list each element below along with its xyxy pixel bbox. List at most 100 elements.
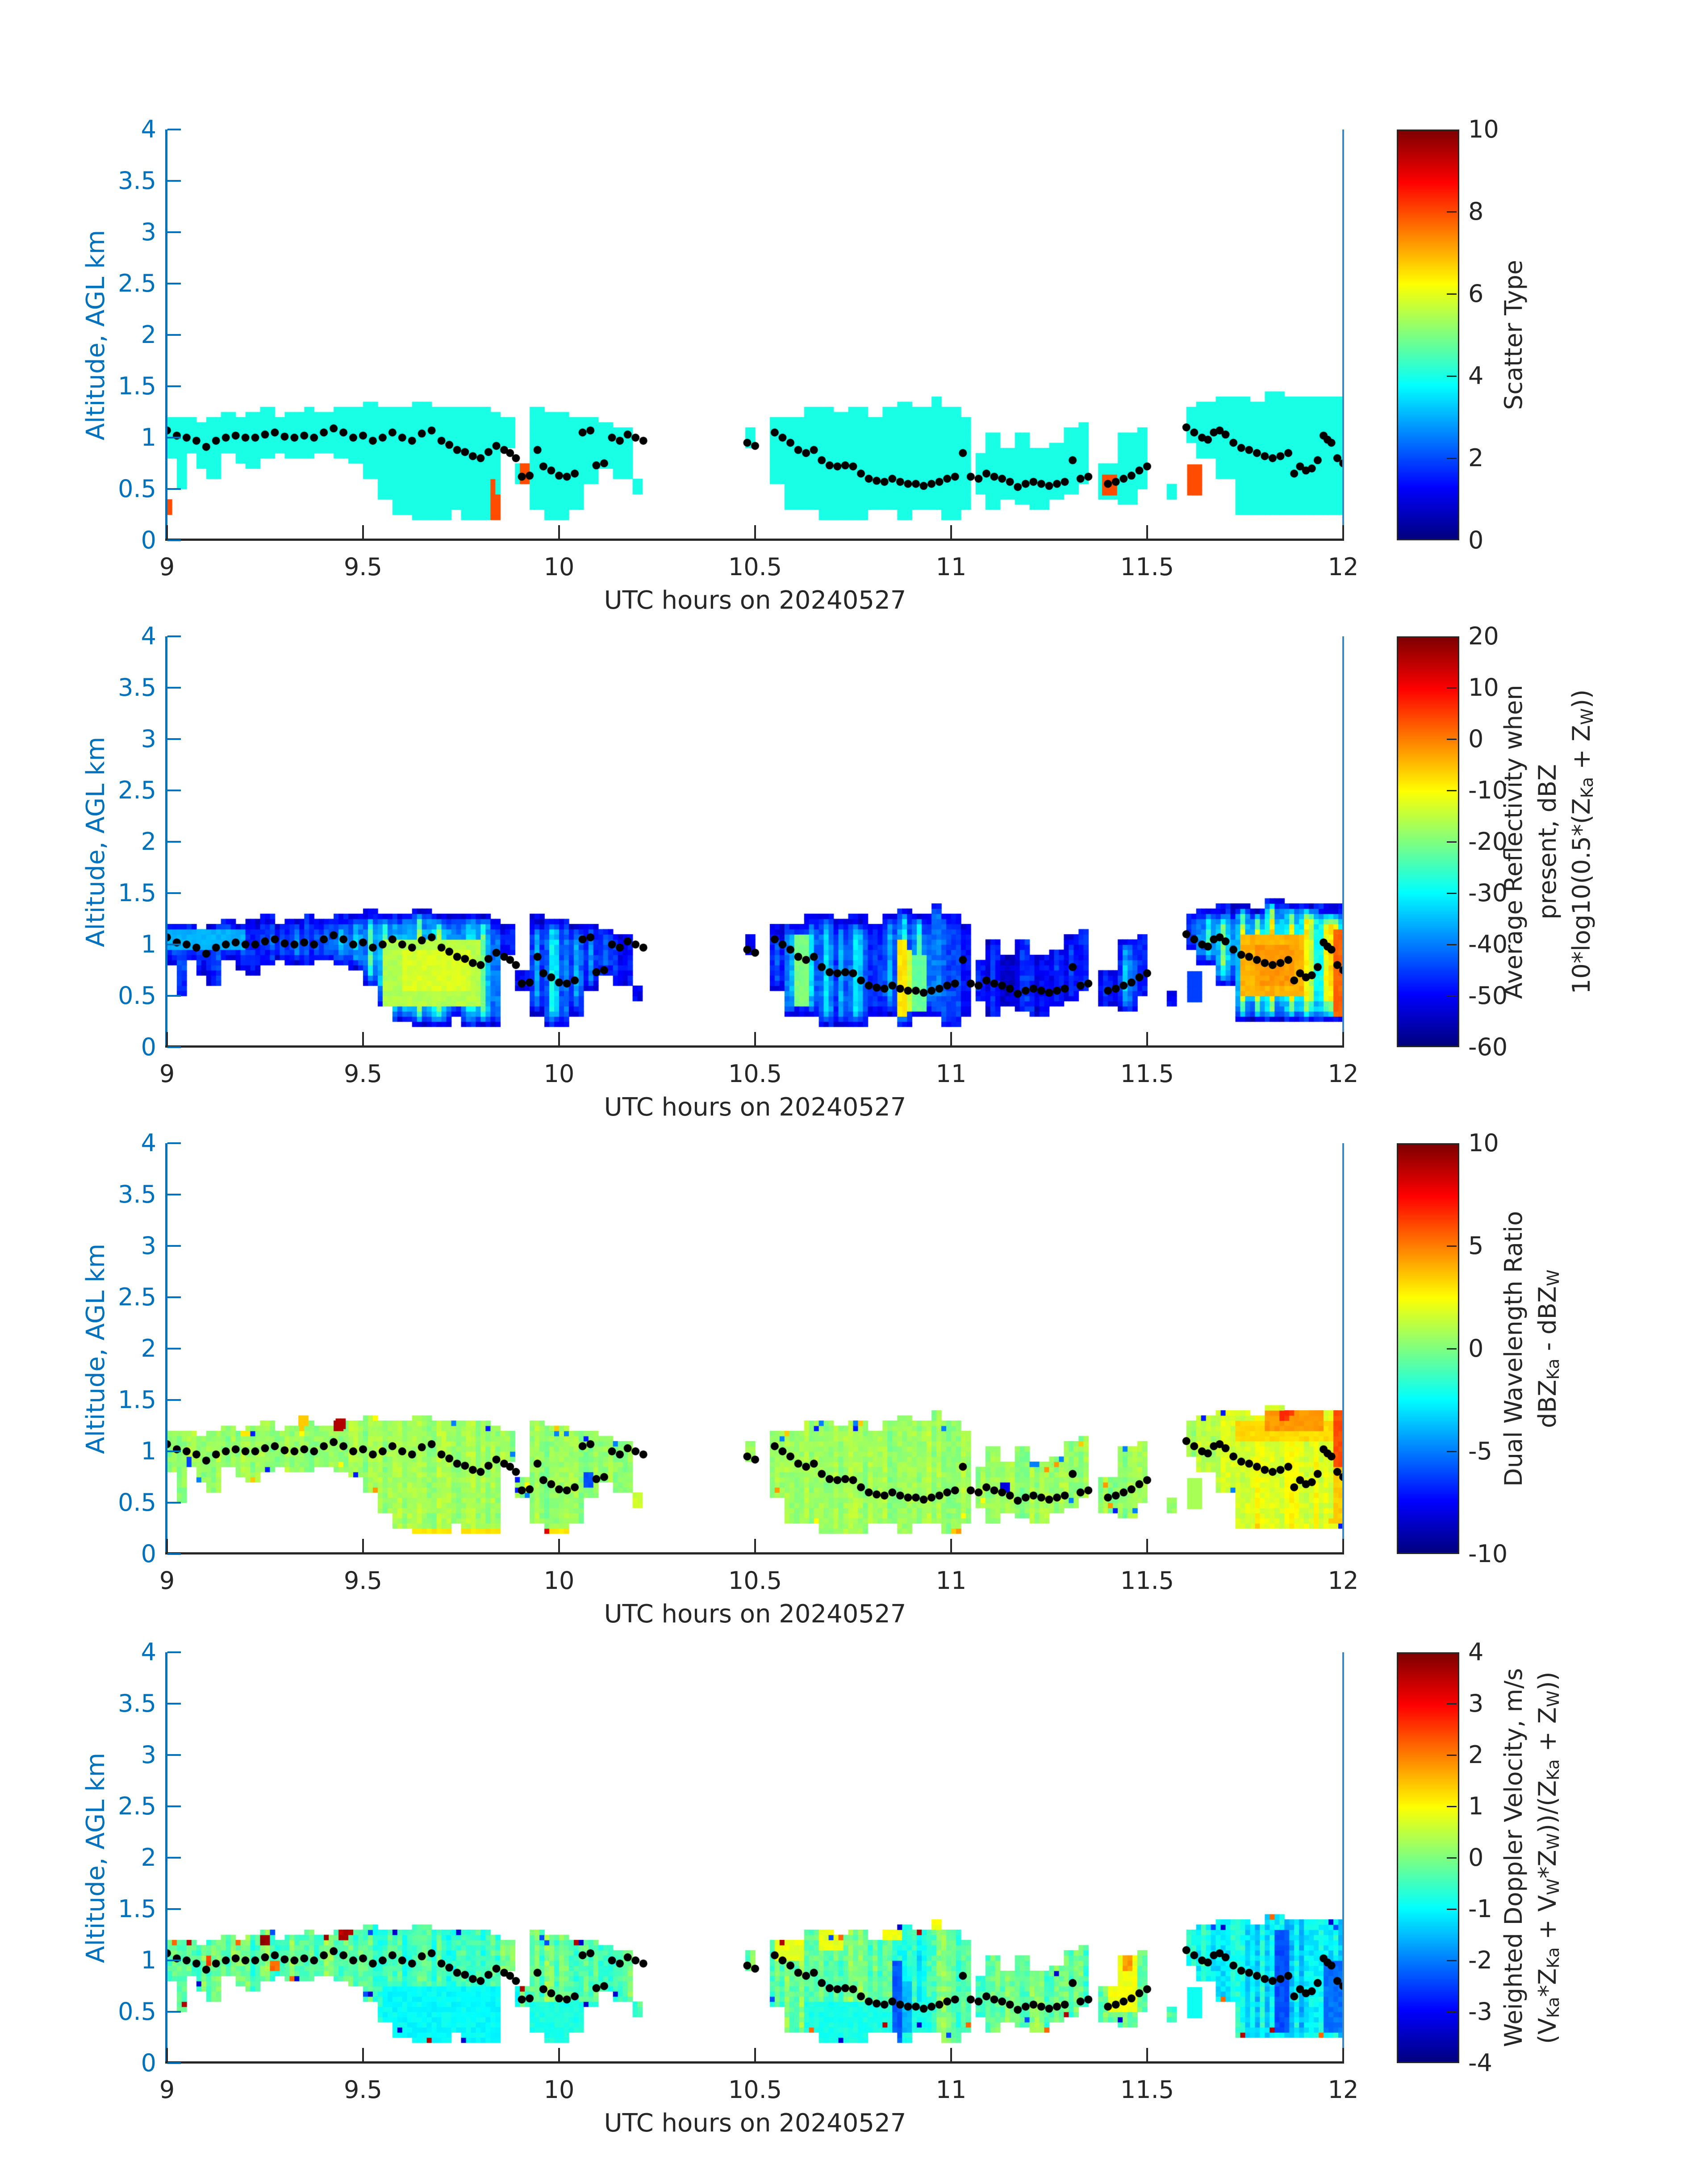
colorbar-tick-label: -40	[1468, 930, 1508, 958]
colorbar-tick-label: -30	[1468, 879, 1508, 907]
y-tick	[167, 687, 181, 689]
colorbar-dual-wavelength-ratio	[1397, 1143, 1459, 1554]
y-tick-label: 1.5	[118, 879, 156, 907]
y-tick	[167, 180, 181, 182]
x-tick-label: 11	[935, 1060, 967, 1088]
y-tick	[167, 1908, 181, 1910]
y-tick-label: 1.5	[118, 1895, 156, 1923]
y-tick-label: 4	[141, 622, 156, 650]
x-tick-label: 11.5	[1120, 1060, 1174, 1088]
y-tick-label: 3	[141, 1232, 156, 1260]
y-tick	[167, 1651, 181, 1653]
x-tick-label: 10.5	[728, 1060, 782, 1088]
y-tick-label: 2	[141, 1843, 156, 1872]
colorbar-tick	[1447, 995, 1457, 997]
x-tick-label: 9.5	[344, 1060, 382, 1088]
x-axis-label: UTC hours on 20240527	[604, 1093, 906, 1122]
panel-scatter-type: Altitude, AGL km UTC hours on 20240527 S…	[0, 117, 1708, 639]
y-tick-label: 2	[141, 827, 156, 856]
y-tick	[167, 995, 181, 997]
y-tick	[167, 1296, 181, 1298]
y-tick	[167, 1450, 181, 1452]
x-tick-label: 11	[935, 2076, 967, 2104]
x-tick	[1146, 1032, 1148, 1045]
y-tick	[167, 635, 181, 637]
colorbar-tick-label: -4	[1468, 2049, 1492, 2077]
y-tick	[167, 1046, 181, 1048]
y-tick	[167, 437, 181, 439]
x-tick	[558, 2048, 560, 2061]
x-tick	[166, 1032, 168, 1045]
y-tick	[167, 841, 181, 843]
colorbar-tick	[1447, 376, 1457, 377]
colorbar-tick-label: 10	[1468, 115, 1499, 143]
heatmap-canvas-average-reflectivity	[167, 636, 1343, 1047]
y-tick-label: 1	[141, 1437, 156, 1465]
panel-dual-wavelength-ratio: Altitude, AGL km UTC hours on 20240527 D…	[0, 1131, 1708, 1652]
y-tick-label: 1	[141, 423, 156, 451]
x-tick	[558, 525, 560, 539]
colorbar-tick-label: 20	[1468, 622, 1499, 650]
y-tick-label: 0	[141, 2049, 156, 2077]
x-tick-label: 9	[159, 2076, 175, 2104]
x-tick	[950, 1539, 952, 1552]
y-tick	[167, 944, 181, 945]
y-tick-label: 3	[141, 1741, 156, 1769]
colorbar-title: Scatter Type	[1497, 130, 1531, 540]
y-tick-label: 2	[141, 321, 156, 349]
x-tick	[754, 1032, 756, 1045]
y-tick-label: 4	[141, 1638, 156, 1666]
x-tick-label: 10	[543, 2076, 575, 2104]
colorbar-tick-label: 0	[1468, 526, 1484, 554]
y-tick	[167, 2011, 181, 2013]
right-spine	[1342, 1143, 1344, 1554]
x-tick-label: 9	[159, 553, 175, 581]
y-tick-label: 2	[141, 1334, 156, 1362]
x-tick	[362, 525, 364, 539]
colorbar-tick-label: -5	[1468, 1437, 1492, 1465]
colorbar-tick	[1447, 458, 1457, 459]
x-tick-label: 11	[935, 553, 967, 581]
colorbar-scatter-type	[1397, 130, 1459, 540]
y-tick	[167, 488, 181, 490]
x-tick	[166, 2048, 168, 2061]
colorbar-tick-label: -10	[1468, 1540, 1508, 1568]
panel-average-reflectivity: Altitude, AGL km UTC hours on 20240527 A…	[0, 624, 1708, 1145]
x-tick	[362, 1539, 364, 1552]
x-tick	[1146, 525, 1148, 539]
y-axis-spine	[165, 130, 167, 540]
y-tick	[167, 1805, 181, 1807]
y-tick-label: 4	[141, 115, 156, 143]
colorbar-tick	[1447, 841, 1457, 843]
colorbar-weighted-doppler-velocity	[1397, 1652, 1459, 2063]
x-tick-label: 9.5	[344, 553, 382, 581]
x-axis-label: UTC hours on 20240527	[604, 586, 906, 615]
y-tick-label: 3	[141, 218, 156, 246]
x-tick	[1146, 2048, 1148, 2061]
colorbar-tick	[1447, 687, 1457, 689]
y-tick-label: 2.5	[118, 1283, 156, 1311]
y-tick	[167, 385, 181, 387]
y-tick	[167, 1960, 181, 1961]
y-tick-label: 1.5	[118, 372, 156, 400]
colorbar-tick-label: 2	[1468, 1741, 1484, 1769]
x-tick-label: 12	[1328, 2076, 1359, 2104]
colorbar-tick-label: 0	[1468, 1843, 1484, 1872]
colorbar-title-line: Scatter Type	[1499, 259, 1528, 410]
y-tick	[167, 539, 181, 541]
y-tick	[167, 334, 181, 336]
y-tick-label: 1.5	[118, 1386, 156, 1414]
y-tick	[167, 1754, 181, 1756]
x-tick-label: 9.5	[344, 1567, 382, 1595]
colorbar-tick-label: -2	[1468, 1946, 1492, 1974]
colorbar-tick-label: -50	[1468, 982, 1508, 1010]
colorbar-tick	[1447, 1857, 1457, 1859]
x-axis-label: UTC hours on 20240527	[604, 2109, 906, 2138]
colorbar-tick	[1447, 211, 1457, 213]
colorbar-tick	[1447, 1451, 1457, 1452]
colorbar-tick-label: 1	[1468, 1792, 1484, 1820]
y-tick	[167, 1399, 181, 1401]
colorbar-title-line: 10*log10(0.5*(ZKa + ZW))	[1567, 689, 1597, 994]
heatmap-canvas-scatter-type	[167, 130, 1343, 540]
x-tick	[1342, 1032, 1344, 1045]
